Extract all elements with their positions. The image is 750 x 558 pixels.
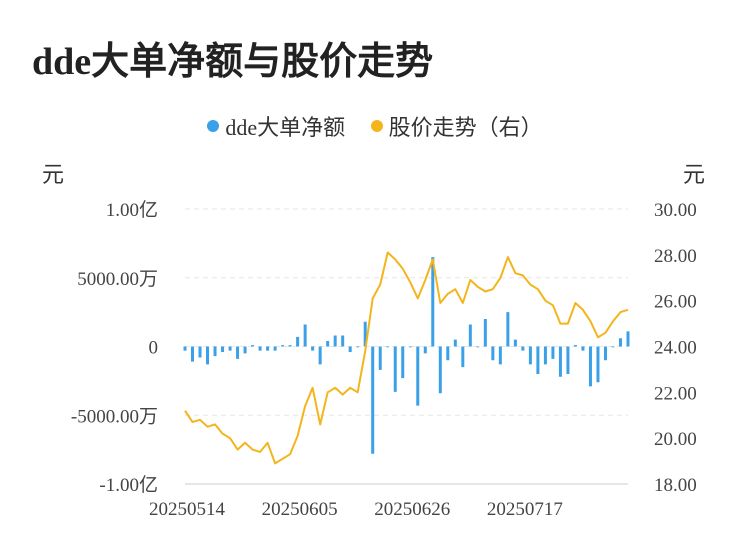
left-axis-unit: 元	[42, 162, 65, 187]
dde-bar	[348, 346, 352, 352]
dde-bar	[558, 346, 562, 377]
dde-bar	[206, 346, 210, 365]
y-right-tick-label: 20.00	[654, 429, 697, 450]
x-tick-label: 20250626	[374, 499, 450, 520]
right-axis-unit: 元	[683, 162, 706, 187]
dde-bar	[618, 338, 622, 347]
dde-bar	[303, 324, 307, 347]
legend: dde大单净额 股价走势（右）	[0, 110, 750, 142]
y-right-tick-label: 26.00	[654, 292, 697, 313]
dde-bar	[491, 346, 495, 361]
dde-bar	[453, 339, 457, 347]
dde-bar	[423, 346, 427, 354]
dde-bar	[573, 345, 577, 347]
dde-bar	[288, 345, 292, 347]
dde-bar	[258, 346, 262, 351]
y-right-tick-label: 30.00	[654, 200, 697, 221]
y-left-tick-label: 1.00亿	[106, 199, 158, 221]
y-left-tick-label: 5000.00万	[77, 269, 158, 290]
dde-bar	[506, 312, 510, 347]
dde-bar	[281, 345, 285, 347]
dde-bar	[363, 321, 367, 347]
dde-bar	[333, 335, 337, 347]
dde-bar	[326, 341, 330, 347]
dde-bar	[266, 346, 270, 351]
dde-bar	[356, 346, 360, 348]
dde-bar	[408, 346, 412, 348]
dde-bar	[611, 346, 615, 348]
legend-dot-icon	[370, 120, 383, 132]
legend-dot-icon	[207, 120, 220, 132]
dde-bar	[461, 346, 465, 368]
y-right-tick-label: 24.00	[654, 338, 697, 359]
dde-bar	[431, 257, 435, 347]
y-left-tick-label: 0	[149, 338, 159, 359]
dde-bar	[468, 324, 472, 347]
dde-bar	[198, 346, 202, 358]
dde-bar	[521, 346, 525, 351]
legend-item-price[interactable]: 股价走势（右）	[370, 110, 543, 142]
price-line	[184, 251, 629, 465]
dde-bar	[273, 346, 277, 351]
dde-bar	[213, 346, 217, 357]
dde-bar	[581, 346, 585, 351]
dde-bar	[341, 335, 345, 347]
legend-label: dde大单净额	[225, 115, 346, 140]
x-tick-label: 20250605	[262, 499, 338, 520]
y-right-tick-label: 28.00	[654, 246, 697, 267]
dde-bar	[483, 319, 487, 347]
dde-bar	[551, 346, 555, 359]
dde-bar	[498, 346, 502, 365]
y-left-tick-label: -5000.00万	[71, 406, 158, 427]
dde-bar	[221, 346, 225, 352]
dde-bar	[528, 346, 532, 365]
dde-bar	[596, 346, 600, 383]
dde-bar	[251, 345, 255, 347]
dde-bar	[416, 346, 420, 406]
dde-bar	[543, 346, 547, 365]
dde-bar	[393, 346, 397, 392]
legend-label: 股价走势（右）	[388, 115, 543, 140]
dde-bar	[566, 346, 570, 374]
y-right-tick-label: 22.00	[654, 383, 697, 404]
dde-bar	[243, 346, 247, 354]
dde-bar	[626, 331, 630, 347]
x-tick-label: 20250514	[149, 499, 226, 520]
dde-bar	[513, 339, 517, 347]
dde-bar	[228, 346, 232, 351]
y-left-tick-label: -1.00亿	[99, 474, 158, 496]
dde-bar	[438, 346, 442, 394]
dde-bar	[191, 346, 195, 362]
dde-bar	[318, 346, 322, 365]
dde-bar	[536, 346, 540, 374]
dde-bar	[401, 346, 405, 379]
dde-bar	[386, 346, 390, 348]
dde-bar	[378, 346, 382, 370]
dde-bar	[183, 346, 187, 351]
legend-item-dde[interactable]: dde大单净额	[207, 110, 345, 142]
y-right-tick-label: 18.00	[654, 475, 697, 496]
dde-bar	[371, 346, 375, 454]
x-tick-label: 20250717	[487, 499, 563, 520]
dde-bar	[311, 346, 315, 351]
dde-bar	[296, 336, 300, 347]
dde-bar	[236, 346, 240, 359]
dde-bar	[588, 346, 592, 387]
chart-title: dde大单净额与股价走势	[32, 41, 434, 83]
dde-bar	[476, 346, 480, 348]
dde-bar	[446, 346, 450, 361]
dde-bar	[603, 346, 607, 361]
